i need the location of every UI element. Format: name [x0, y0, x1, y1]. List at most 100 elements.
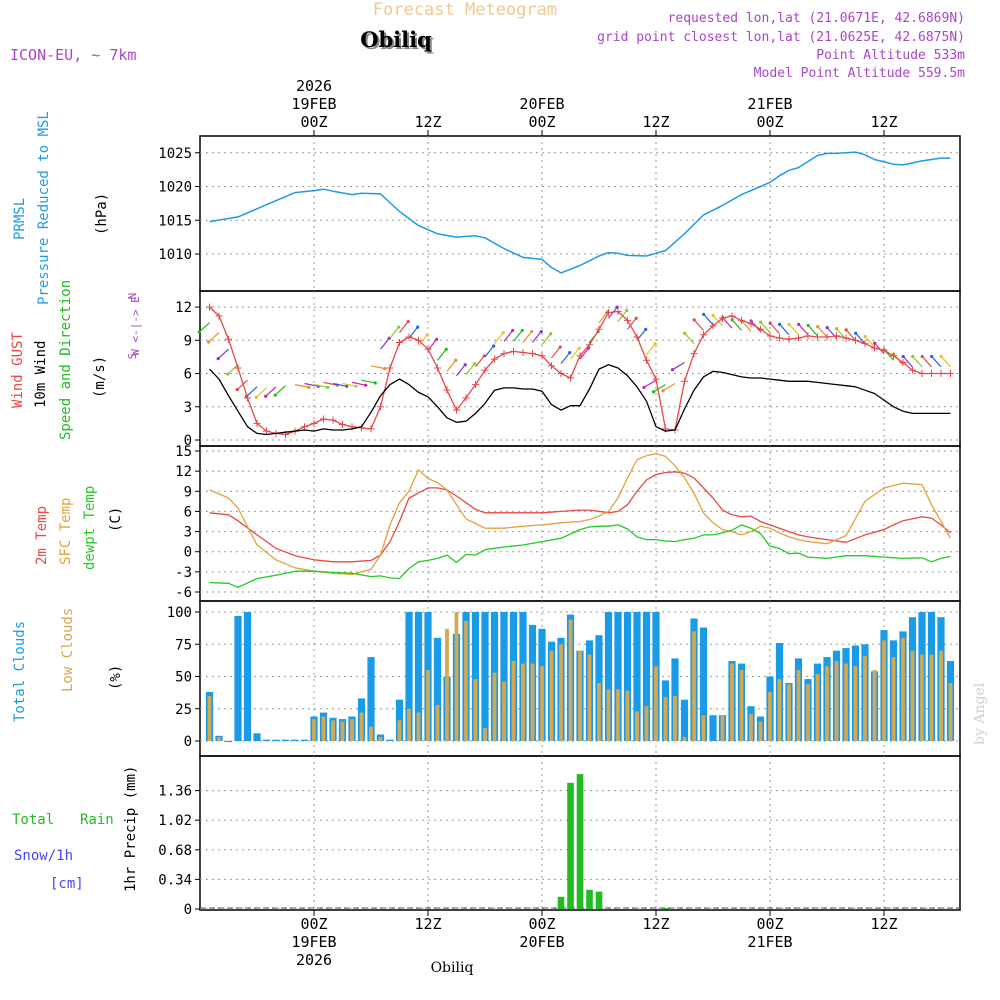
wind-arrow-head: [425, 333, 429, 337]
low-cloud-bar: [777, 679, 782, 741]
low-cloud-bar: [815, 673, 820, 741]
y-tick-label: 0.68: [158, 843, 192, 859]
low-cloud-bar: [359, 712, 364, 741]
snow-unit-label: [cm]: [50, 876, 84, 892]
y-tick-label: 0.34: [158, 872, 192, 888]
wind-arrow: [361, 379, 376, 384]
wind-arrow: [208, 332, 220, 343]
wind-arrow: [672, 361, 685, 371]
low-cloud-bar: [882, 640, 886, 741]
compass-rose: N W <-|-> E S: [126, 293, 142, 360]
low-cloud-bar: [863, 655, 867, 741]
low-cloud-bar: [426, 670, 430, 741]
low-cloud-bar: [473, 679, 478, 741]
x-tick-label: 00Z: [528, 113, 555, 131]
y-tick-label: 0: [184, 545, 192, 561]
low-cloud-bar: [768, 692, 772, 741]
wind-arrow: [712, 315, 723, 327]
wind-arrow: [265, 386, 277, 397]
wind-arrow-head: [711, 313, 715, 318]
low-cloud-bar: [673, 695, 677, 741]
wind-arrow-head: [254, 395, 258, 399]
x-tick-label: 00Z: [300, 915, 327, 933]
low-cloud-bar: [635, 711, 639, 741]
low-cloud-bar: [559, 644, 563, 742]
wind-arrow: [513, 330, 523, 342]
wind-arrow: [731, 319, 742, 331]
wind-arrow: [323, 381, 338, 386]
low-cloud-bar: [350, 719, 354, 741]
wind-arrow-head: [463, 363, 467, 367]
wind-arrow: [236, 379, 248, 391]
low-cloud-bar: [806, 684, 810, 741]
precip-unit: 1hr Precip (mm): [123, 766, 139, 892]
y-tick-label: 12: [175, 300, 192, 316]
time-axis: 00Z00Z19FEB19FEB2026202612Z12Z00Z00Z20FE…: [291, 77, 897, 969]
x-tick-label: 12Z: [870, 915, 897, 933]
low-cloud-bar: [207, 695, 212, 741]
low-cloud-bar: [587, 654, 592, 741]
wind-arrow-head: [273, 393, 277, 397]
x-tick-label: 12Z: [414, 915, 441, 933]
wind-arrow-head: [670, 368, 675, 372]
wind-arrow-head: [354, 384, 358, 388]
compass-north: N: [126, 293, 139, 300]
low-cloud-bar: [454, 612, 459, 741]
y-tick-label: 0: [184, 902, 192, 918]
gust-line: [209, 306, 951, 436]
total-cloud-bar: [253, 733, 261, 741]
wind-unit: (m/s): [92, 356, 108, 398]
wind-arrow-head: [530, 329, 534, 334]
total-cloud-bar: [272, 739, 280, 741]
wind-arrow-head: [825, 326, 829, 330]
low-cloud-bar: [739, 670, 744, 741]
low-cloud-bar: [416, 712, 421, 741]
total-cloud-bar: [367, 657, 375, 741]
wind-arrow: [864, 336, 875, 348]
wind-arrow-head: [939, 354, 943, 359]
y-tick-label: 1015: [158, 213, 192, 229]
sfc-temp-label: SFC Temp: [58, 498, 74, 565]
low-cloud-bar: [502, 681, 506, 741]
y-tick-label: 100: [167, 605, 192, 621]
wind-arrow-head: [549, 332, 553, 336]
wind-arrow: [579, 347, 590, 360]
wind-arrow: [217, 348, 229, 360]
x-tick-label: 12Z: [414, 113, 441, 131]
wind-arrow: [693, 319, 704, 331]
wind-arrow: [598, 311, 609, 323]
wind-arrow-head: [759, 320, 763, 324]
x-tick-label: 00Z: [528, 915, 555, 933]
low-cloud-bar: [217, 737, 221, 741]
low-cloud-bar: [929, 654, 934, 741]
wind-arrow: [741, 320, 752, 332]
y-tick-label: -6: [175, 585, 192, 601]
wind-arrow: [902, 356, 913, 368]
wind-arrow: [246, 386, 258, 397]
precip-bar: [586, 889, 593, 909]
pressure-label: Pressure Reduced to MSL: [36, 111, 52, 305]
low-cloud-bar: [891, 657, 896, 741]
wind-arrow: [456, 364, 466, 377]
low-cloud-bar: [787, 684, 791, 741]
wind-arrow-head: [207, 340, 211, 344]
compass-axis: W <-|-> E: [129, 296, 142, 356]
wind-arrow: [427, 338, 438, 351]
temp-label: 2m Temp: [34, 506, 50, 565]
clouds-unit: (%): [108, 665, 124, 690]
wind-arrow: [940, 356, 951, 368]
wind-arrow-head: [473, 362, 477, 366]
wind-arrow: [798, 323, 809, 336]
wind-arrow: [332, 382, 347, 387]
dewpt-label: dewpt Temp: [82, 486, 98, 570]
low-cloud-bar: [834, 661, 839, 741]
wind-arrow: [380, 337, 390, 350]
wind-line: [209, 364, 951, 436]
total-cloud-bar: [709, 715, 717, 741]
wind-arrow-head: [383, 366, 387, 371]
precip-bar: [662, 908, 669, 910]
low-cloud-bar: [435, 704, 440, 741]
compass-south: S: [126, 353, 139, 360]
wind-arrow-head: [661, 389, 665, 393]
date-label: 20FEB: [519, 933, 564, 951]
